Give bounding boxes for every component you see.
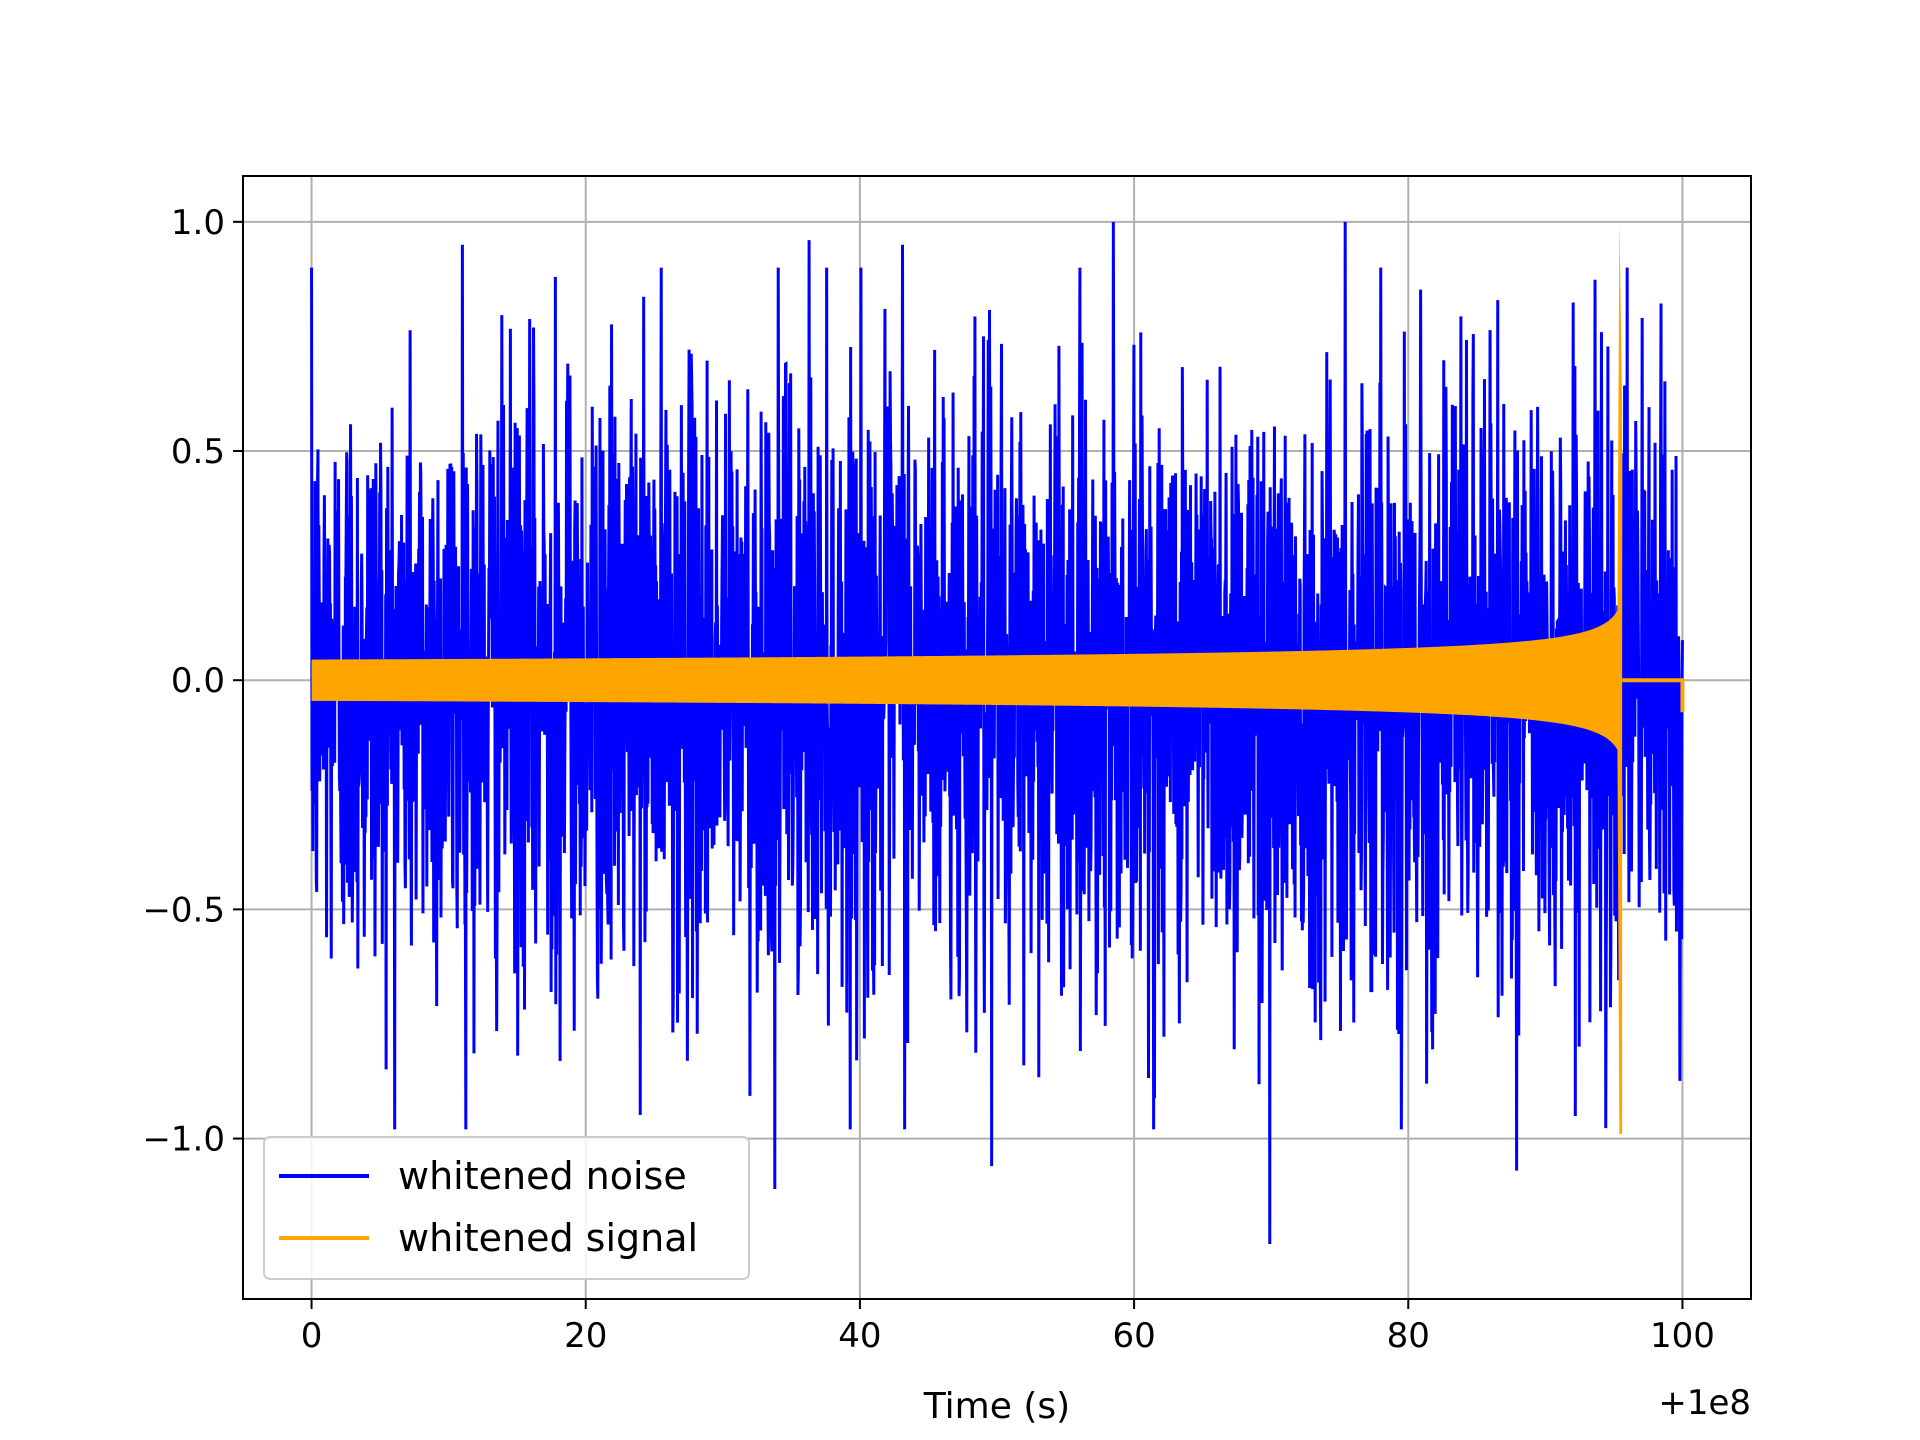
legend-label-whitened-signal: whitened signal <box>398 1216 698 1260</box>
x-tick-label: 80 <box>1387 1316 1430 1356</box>
x-axis-label: Time (s) <box>923 1386 1070 1427</box>
plot-frame <box>242 175 1752 1300</box>
series-line-whitened-signal <box>311 221 1623 1134</box>
series-tail-whitened-signal <box>1622 678 1685 713</box>
series-line-whitened-noise <box>310 221 1684 1245</box>
y-tick-label: 0.5 <box>171 432 225 472</box>
x-tick-label: 20 <box>564 1316 607 1356</box>
y-tick-label: −1.0 <box>142 1120 225 1160</box>
x-tick-label: 100 <box>1650 1316 1715 1356</box>
y-tick-label: 1.0 <box>171 203 225 243</box>
y-axis: −1.0 −0.5 0.0 0.5 1.0 <box>142 203 243 1160</box>
x-tick-label: 40 <box>838 1316 881 1356</box>
x-tick-label: 60 <box>1112 1316 1155 1356</box>
y-tick-label: 0.0 <box>171 661 225 701</box>
legend: whitened noise whitened signal <box>263 1136 750 1280</box>
x-axis: 0 20 40 60 80 100 <box>301 1299 1715 1356</box>
plot-area <box>310 221 1685 1245</box>
legend-box <box>263 1136 750 1280</box>
x-axis-offset-label: +1e8 <box>1658 1383 1751 1423</box>
x-tick-label: 0 <box>301 1316 323 1356</box>
legend-label-whitened-noise: whitened noise <box>398 1154 687 1198</box>
y-tick-label: −0.5 <box>142 890 225 930</box>
